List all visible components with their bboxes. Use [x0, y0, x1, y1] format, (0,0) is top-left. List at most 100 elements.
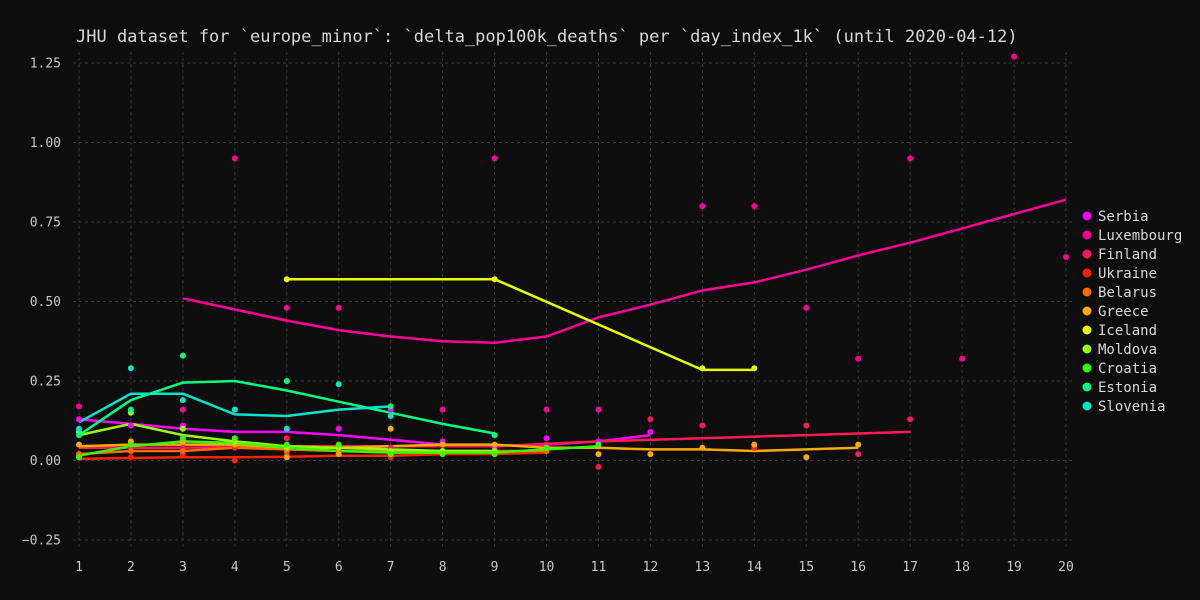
legend-label-ukraine: Ukraine: [1098, 266, 1157, 282]
x-tick-label: 16: [850, 560, 866, 575]
x-tick-label: 8: [439, 560, 447, 575]
data-point-slovenia: [231, 406, 238, 413]
data-point-luxembourg: [335, 304, 342, 311]
data-point-finland: [699, 422, 706, 429]
x-tick-label: 11: [591, 560, 607, 575]
data-point-greece: [491, 441, 498, 448]
legend-marker-iceland: [1082, 325, 1092, 335]
data-point-finland: [647, 416, 654, 423]
gridlines: [73, 52, 1074, 550]
data-point-greece: [803, 454, 810, 461]
data-point-iceland: [699, 365, 706, 372]
data-point-luxembourg: [231, 155, 238, 162]
data-point-greece: [439, 441, 446, 448]
y-tick-label: 0.75: [30, 216, 61, 231]
legend-marker-moldova: [1082, 344, 1092, 354]
data-point-estonia: [76, 432, 82, 439]
legend-label-greece: Greece: [1098, 304, 1149, 320]
legend-label-moldova: Moldova: [1098, 342, 1157, 358]
legend-label-finland: Finland: [1098, 247, 1157, 263]
chart-title: JHU dataset for `europe_minor`: `delta_p…: [76, 27, 1018, 47]
data-point-luxembourg: [907, 155, 914, 162]
y-tick-label: 0.25: [30, 375, 61, 390]
x-tick-label: 15: [798, 560, 814, 575]
data-point-serbia: [127, 422, 134, 429]
x-tick-label: 14: [746, 560, 762, 575]
axis-ticks: 1 2 3 4 5 6 7 8 9 10 11 12 13 14 15 16 17 18 19 20−0.250.00…: [22, 57, 1074, 576]
data-point-iceland: [491, 276, 498, 283]
data-point-iceland: [751, 365, 758, 372]
data-point-luxembourg: [803, 304, 810, 311]
data-point-croatia: [439, 451, 446, 458]
data-point-greece: [76, 441, 82, 448]
data-point-croatia: [76, 454, 82, 461]
data-point-croatia: [595, 441, 602, 448]
data-point-greece: [855, 441, 862, 448]
data-point-slovenia: [76, 425, 82, 432]
data-point-luxembourg: [699, 203, 706, 210]
data-point-slovenia: [127, 365, 134, 372]
data-point-luxembourg: [959, 355, 966, 362]
data-point-finland: [595, 463, 602, 470]
x-tick-label: 3: [179, 560, 187, 575]
data-point-serbia: [335, 425, 342, 432]
trend-line-iceland: [286, 277, 755, 372]
x-tick-label: 17: [902, 560, 918, 575]
legend: Serbia Luxembourg Finland Ukraine Belarus Gre…: [1082, 209, 1182, 415]
legend-label-croatia: Croatia: [1098, 361, 1157, 377]
data-point-croatia: [231, 435, 238, 442]
y-tick-label: −0.25: [22, 534, 61, 549]
data-point-ukraine: [127, 454, 134, 461]
data-point-croatia: [335, 441, 342, 448]
data-point-croatia: [283, 441, 290, 448]
x-tick-label: 1: [75, 560, 83, 575]
legend-marker-croatia: [1082, 363, 1092, 373]
data-point-belarus: [179, 448, 186, 454]
data-point-greece: [595, 451, 602, 458]
y-tick-label: 1.25: [30, 57, 61, 72]
legend-label-iceland: Iceland: [1098, 323, 1157, 339]
x-tick-label: 5: [283, 560, 291, 575]
data-point-slovenia: [387, 413, 394, 419]
legend-marker-belarus: [1082, 287, 1092, 297]
legend-label-slovenia: Slovenia: [1098, 399, 1165, 415]
x-tick-label: 10: [539, 560, 555, 575]
data-point-slovenia: [283, 425, 290, 432]
data-point-luxembourg: [1011, 53, 1018, 60]
trend-line-greece: [78, 443, 859, 453]
data-point-greece: [335, 451, 342, 458]
x-tick-label: 13: [695, 560, 711, 575]
y-tick-label: 1.00: [30, 136, 61, 151]
data-point-serbia: [76, 416, 82, 423]
data-point-croatia: [179, 435, 186, 442]
legend-marker-ukraine: [1082, 268, 1092, 278]
data-point-greece: [283, 454, 290, 461]
data-point-belarus: [127, 448, 134, 454]
trend-line-ukraine: [78, 451, 547, 461]
trend-line-slovenia: [78, 392, 391, 424]
data-point-luxembourg: [543, 406, 550, 413]
legend-marker-serbia: [1082, 211, 1092, 221]
data-point-estonia: [387, 403, 394, 410]
data-point-luxembourg: [1063, 254, 1069, 260]
x-tick-label: 12: [643, 560, 659, 575]
data-point-croatia: [387, 451, 394, 458]
data-point-luxembourg: [855, 355, 862, 362]
legend-marker-luxembourg: [1082, 230, 1092, 240]
data-point-croatia: [543, 444, 550, 451]
data-point-moldova: [179, 425, 186, 432]
x-tick-label: 4: [231, 560, 239, 575]
data-point-croatia: [491, 451, 498, 458]
series-lines: [78, 198, 1067, 461]
legend-marker-greece: [1082, 306, 1092, 316]
data-point-slovenia: [335, 381, 342, 388]
data-point-ukraine: [231, 457, 238, 464]
data-point-luxembourg: [76, 403, 82, 410]
data-point-serbia: [647, 428, 654, 435]
legend-marker-slovenia: [1082, 401, 1092, 411]
data-point-iceland: [283, 276, 290, 283]
x-tick-label: 6: [335, 560, 343, 575]
data-point-croatia: [127, 441, 134, 448]
data-point-luxembourg: [179, 406, 186, 413]
